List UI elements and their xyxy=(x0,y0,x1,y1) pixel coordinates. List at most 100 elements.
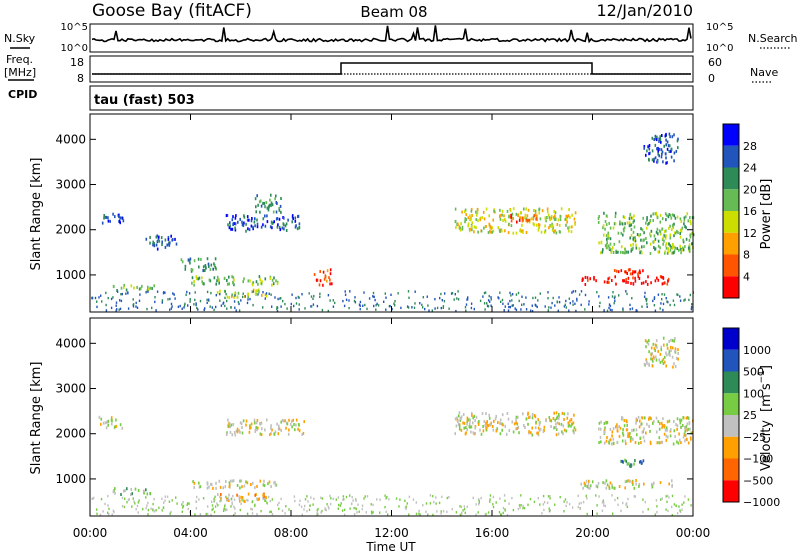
ground-scatter-cell xyxy=(359,307,361,311)
scatter-cell xyxy=(680,425,682,429)
ground-scatter-cell xyxy=(262,291,264,294)
scatter-cell xyxy=(563,412,566,416)
scatter-cell xyxy=(558,412,560,416)
scatter-cell xyxy=(149,235,151,239)
scatter-cell xyxy=(287,218,289,222)
ground-scatter-cell xyxy=(442,510,445,513)
scatter-cell xyxy=(669,150,672,153)
ground-scatter-cell xyxy=(219,495,221,499)
scatter-cell xyxy=(614,275,616,279)
scatter-cell xyxy=(612,226,615,230)
scatter-cell xyxy=(322,270,325,274)
scatter-cell xyxy=(529,415,531,419)
scatter-cell xyxy=(608,221,610,225)
ground-scatter-cell xyxy=(108,513,110,516)
scatter-cell xyxy=(168,242,170,246)
ground-scatter-cell xyxy=(576,299,578,302)
ground-scatter-cell xyxy=(116,290,119,293)
ground-scatter-cell xyxy=(429,502,432,505)
scatter-cell xyxy=(119,221,121,225)
scatter-cell xyxy=(470,209,473,213)
scatter-cell xyxy=(690,437,692,441)
ground-scatter-cell xyxy=(371,512,373,515)
ground-scatter-cell xyxy=(598,295,600,298)
beam-title: Beam 08 xyxy=(360,3,427,21)
scatter-cell xyxy=(214,257,217,261)
scatter-cell xyxy=(625,479,628,483)
ground-scatter-cell xyxy=(671,505,673,509)
scatter-cell xyxy=(303,420,305,424)
ground-scatter-cell xyxy=(666,300,668,303)
ground-scatter-cell xyxy=(444,292,446,295)
ground-scatter-cell xyxy=(246,301,249,305)
scatter-cell xyxy=(651,485,654,489)
colorbar-swatch xyxy=(723,415,739,437)
scatter-cell xyxy=(609,237,612,241)
scatter-cell xyxy=(671,135,674,139)
ground-scatter-cell xyxy=(407,290,410,293)
scatter-cell xyxy=(236,295,239,299)
scatter-cell xyxy=(456,416,458,420)
ground-scatter-cell xyxy=(158,506,160,509)
scatter-cell xyxy=(499,432,502,436)
ground-scatter-cell xyxy=(377,304,380,307)
ground-scatter-cell xyxy=(606,309,609,312)
scatter-cell xyxy=(262,217,265,221)
ground-scatter-cell xyxy=(355,507,357,511)
scatter-cell xyxy=(265,496,267,500)
scatter-cell xyxy=(565,223,567,227)
scatter-cell xyxy=(629,212,632,216)
scatter-cell xyxy=(222,486,224,490)
scatter-cell xyxy=(276,422,278,426)
ground-scatter-cell xyxy=(520,494,522,497)
ground-scatter-cell xyxy=(100,294,102,297)
scatter-cell xyxy=(626,272,628,275)
scatter-cell xyxy=(322,283,324,287)
scatter-cell xyxy=(631,480,634,484)
scatter-cell xyxy=(544,230,546,234)
scatter-cell xyxy=(604,430,606,434)
scatter-cell xyxy=(672,224,674,228)
scatter-cell xyxy=(573,217,576,221)
scatter-cell xyxy=(166,243,168,247)
scatter-cell xyxy=(157,237,160,241)
ground-scatter-cell xyxy=(375,304,377,307)
ground-scatter-cell xyxy=(355,499,357,502)
scatter-cell xyxy=(210,482,212,486)
ground-scatter-cell xyxy=(607,296,610,299)
ground-scatter-cell xyxy=(251,500,254,503)
ground-scatter-cell xyxy=(641,305,643,308)
scatter-cell xyxy=(263,484,266,488)
scatter-cell xyxy=(555,422,557,426)
scatter-cell xyxy=(655,138,658,142)
scatter-cell xyxy=(197,257,200,261)
scatter-cell xyxy=(105,215,108,219)
scatter-cell xyxy=(206,257,209,261)
ground-scatter-cell xyxy=(162,292,165,295)
scatter-cell xyxy=(107,423,109,427)
scatter-cell xyxy=(256,289,258,293)
scatter-cell xyxy=(632,246,634,250)
scatter-cell xyxy=(661,425,663,429)
scatter-cell xyxy=(533,223,535,227)
scatter-cell xyxy=(510,219,513,223)
scatter-cell xyxy=(593,275,595,279)
scatter-cell xyxy=(660,348,663,352)
scatter-cell xyxy=(670,216,673,220)
ground-scatter-cell xyxy=(667,509,669,513)
ground-scatter-cell xyxy=(511,299,513,302)
scatter-cell xyxy=(271,278,274,282)
scatter-cell xyxy=(640,281,643,285)
scatter-cell xyxy=(653,347,656,351)
scatter-cell xyxy=(665,438,668,442)
scatter-cell xyxy=(630,243,632,247)
scatter-cell xyxy=(661,152,663,156)
ground-scatter-cell xyxy=(356,511,358,514)
scatter-cell xyxy=(615,282,617,286)
scatter-cell xyxy=(552,226,554,230)
scatter-cell xyxy=(581,277,584,281)
ground-scatter-cell xyxy=(316,509,318,512)
scatter-cell xyxy=(528,430,530,434)
ground-scatter-cell xyxy=(568,503,571,506)
scatter-cell xyxy=(654,212,657,216)
